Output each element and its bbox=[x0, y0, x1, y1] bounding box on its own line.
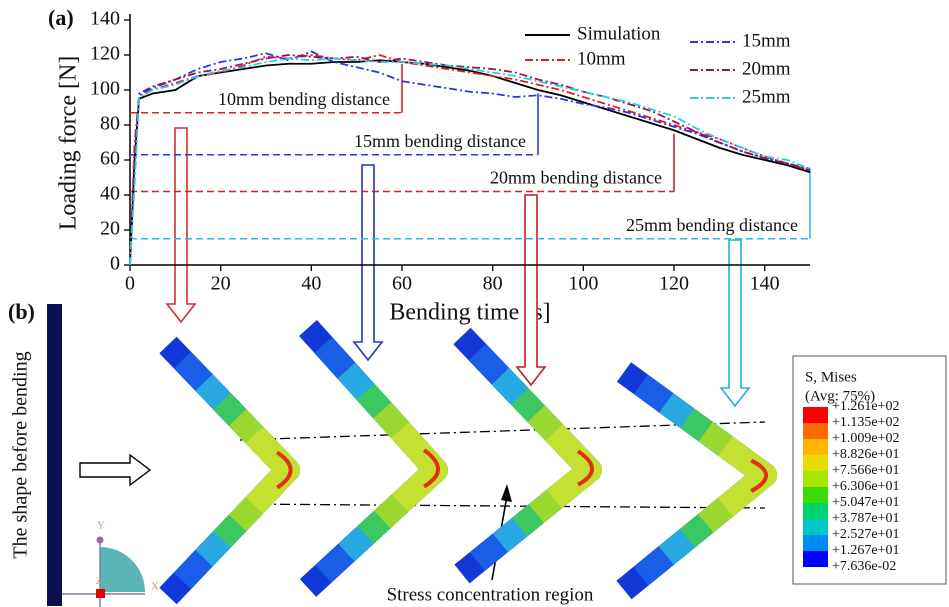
colorbar-band bbox=[803, 407, 828, 423]
bent-specimen bbox=[159, 336, 300, 605]
pointer-head bbox=[501, 484, 512, 502]
stress-band bbox=[422, 448, 441, 489]
colorbar-band bbox=[803, 503, 828, 519]
x-tick-label: 40 bbox=[301, 273, 321, 295]
colorbar-subtitle: (Avg: 75%) bbox=[805, 388, 875, 404]
series-line bbox=[129, 54, 811, 266]
colorbar-label: +5.047e+01 bbox=[832, 495, 900, 510]
before-label: The shape before bending bbox=[10, 351, 32, 558]
colorbar-band bbox=[803, 439, 828, 455]
y-tick-label: 40 bbox=[100, 183, 120, 205]
guide-line bbox=[239, 503, 766, 509]
colorbar-label: +6.306e+01 bbox=[832, 479, 900, 494]
reference-label: 10mm bending distance bbox=[218, 89, 390, 109]
series-line bbox=[129, 57, 811, 266]
colorbar-label: +3.787e+01 bbox=[832, 511, 900, 526]
bent-specimen bbox=[245, 426, 300, 514]
bent-specimen bbox=[391, 422, 448, 512]
stress-band bbox=[576, 449, 594, 487]
triad: Y X Z bbox=[62, 520, 159, 607]
triad-label: X bbox=[151, 581, 159, 593]
x-tick-label: 0 bbox=[125, 273, 135, 295]
colorbar-label: +1.009e+02 bbox=[832, 431, 900, 446]
triad-origin bbox=[96, 589, 105, 598]
panel-label: (b) bbox=[8, 299, 35, 324]
triad-node bbox=[96, 536, 104, 544]
legend-label: 20mm bbox=[742, 58, 791, 79]
x-tick-label: 60 bbox=[392, 273, 412, 295]
x-tick-label: 20 bbox=[211, 273, 231, 295]
colorbar-band bbox=[803, 519, 828, 535]
y-tick-label: 0 bbox=[110, 253, 120, 275]
bent-specimen bbox=[545, 424, 602, 509]
colorbar-label: +7.566e+01 bbox=[832, 463, 900, 478]
colorbar-label: +8.826e+01 bbox=[832, 447, 900, 462]
y-tick-label: 140 bbox=[90, 8, 120, 30]
y-tick-label: 100 bbox=[90, 78, 120, 100]
reference-label: 20mm bending distance bbox=[490, 168, 662, 188]
bent-specimen bbox=[717, 436, 777, 517]
colorbar-band bbox=[803, 455, 828, 471]
arrow bbox=[515, 194, 547, 387]
arrow bbox=[165, 127, 197, 324]
colorbar-band bbox=[803, 551, 828, 567]
arrow bbox=[79, 453, 152, 487]
colorbar-title: S, Mises bbox=[805, 369, 857, 385]
reference-label: 25mm bending distance bbox=[626, 215, 798, 235]
y-tick-label: 120 bbox=[90, 43, 120, 65]
colorbar-label: +2.527e+01 bbox=[832, 527, 900, 542]
colorbar-label: +1.267e+01 bbox=[832, 543, 900, 558]
colorbar-band bbox=[803, 487, 828, 503]
arrow bbox=[352, 164, 384, 362]
guide-line bbox=[239, 421, 766, 441]
y-tick-label: 60 bbox=[100, 148, 120, 170]
x-tick-label: 100 bbox=[568, 273, 598, 295]
reference-label: 15mm bending distance bbox=[354, 131, 526, 151]
x-tick-label: 120 bbox=[659, 273, 689, 295]
y-axis-label: Loading force [N] bbox=[56, 56, 82, 231]
stress-band bbox=[750, 458, 769, 493]
colorbar-band bbox=[803, 423, 828, 439]
colorbar-label: +1.135e+02 bbox=[832, 415, 900, 430]
series-line bbox=[129, 50, 811, 266]
colorbar-label: +7.636e-02 bbox=[832, 559, 896, 574]
colorbar-label: +1.261e+02 bbox=[832, 399, 900, 414]
legend-label: 25mm bbox=[742, 86, 791, 107]
stress-band bbox=[276, 450, 293, 490]
colorbar-band bbox=[803, 535, 828, 551]
y-tick-label: 80 bbox=[100, 113, 120, 135]
legend-label: 10mm bbox=[577, 48, 626, 69]
unbent-shape bbox=[47, 304, 62, 606]
triad-label: Y bbox=[97, 520, 105, 532]
y-tick-label: 20 bbox=[100, 218, 120, 240]
triad-label: Z bbox=[96, 576, 102, 586]
stress-label: Stress concentration region bbox=[387, 584, 594, 605]
triad-quadrant bbox=[100, 547, 145, 592]
legend-label: Simulation bbox=[577, 23, 661, 44]
colorbar-band bbox=[803, 471, 828, 487]
legend-label: 15mm bbox=[742, 30, 791, 51]
panel-label: (a) bbox=[48, 5, 74, 30]
x-tick-label: 140 bbox=[750, 273, 780, 295]
x-axis-label: Bending time [s] bbox=[389, 300, 550, 326]
series-line bbox=[129, 59, 811, 266]
x-tick-label: 80 bbox=[483, 273, 503, 295]
